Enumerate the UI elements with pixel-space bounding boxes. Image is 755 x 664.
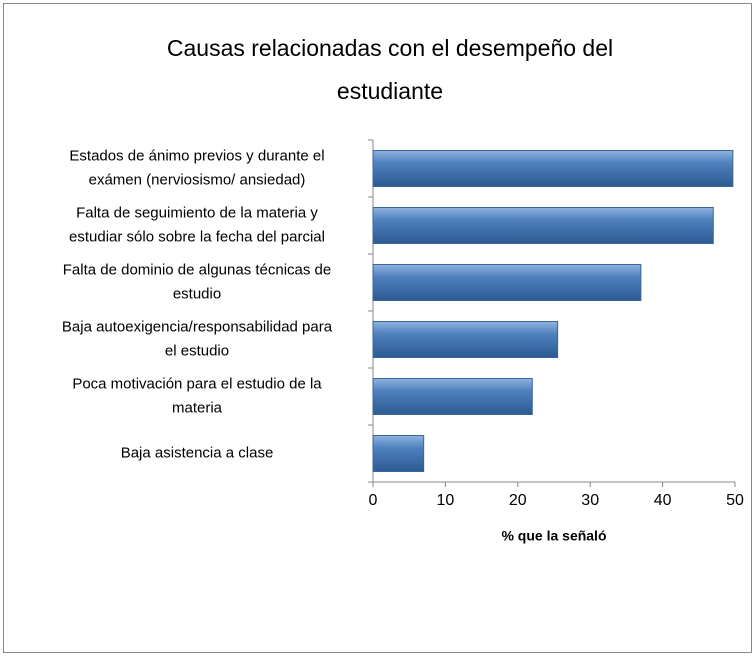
y-tick-label: el estudio bbox=[165, 342, 229, 359]
x-tick-label: 20 bbox=[509, 492, 527, 509]
y-tick-label: Baja autoexigencia/responsabilidad para bbox=[62, 318, 333, 335]
x-tick-label: 40 bbox=[654, 492, 672, 509]
x-axis-label: % que la señaló bbox=[501, 528, 606, 544]
chart-title: Causas relacionadas con el desempeño del bbox=[167, 35, 613, 61]
y-tick-label: estudiar sólo sobre la fecha del parcial bbox=[69, 228, 325, 245]
bar bbox=[372, 378, 533, 415]
y-tick-label: Falta de seguimiento de la materia y bbox=[76, 204, 318, 221]
y-tick-label: materia bbox=[172, 399, 223, 416]
bar bbox=[372, 150, 734, 187]
bar bbox=[372, 321, 559, 358]
y-tick-label: exámen (nerviosismo/ ansiedad) bbox=[89, 171, 306, 188]
bar bbox=[372, 435, 425, 472]
x-tick-label: 50 bbox=[726, 492, 744, 509]
bar bbox=[372, 207, 714, 244]
x-tick-label: 0 bbox=[369, 492, 378, 509]
x-tick-label: 10 bbox=[437, 492, 455, 509]
y-tick-label: Falta de dominio de algunas técnicas de bbox=[63, 261, 332, 278]
x-tick-label: 30 bbox=[581, 492, 599, 509]
y-tick-label: estudio bbox=[173, 285, 221, 302]
bar bbox=[372, 264, 642, 301]
y-tick-label: Baja asistencia a clase bbox=[121, 444, 274, 461]
chart-title: estudiante bbox=[337, 78, 443, 104]
y-tick-label: Estados de ánimo previos y durante el bbox=[69, 147, 324, 164]
y-tick-label: Poca motivación para el estudio de la bbox=[72, 375, 322, 392]
